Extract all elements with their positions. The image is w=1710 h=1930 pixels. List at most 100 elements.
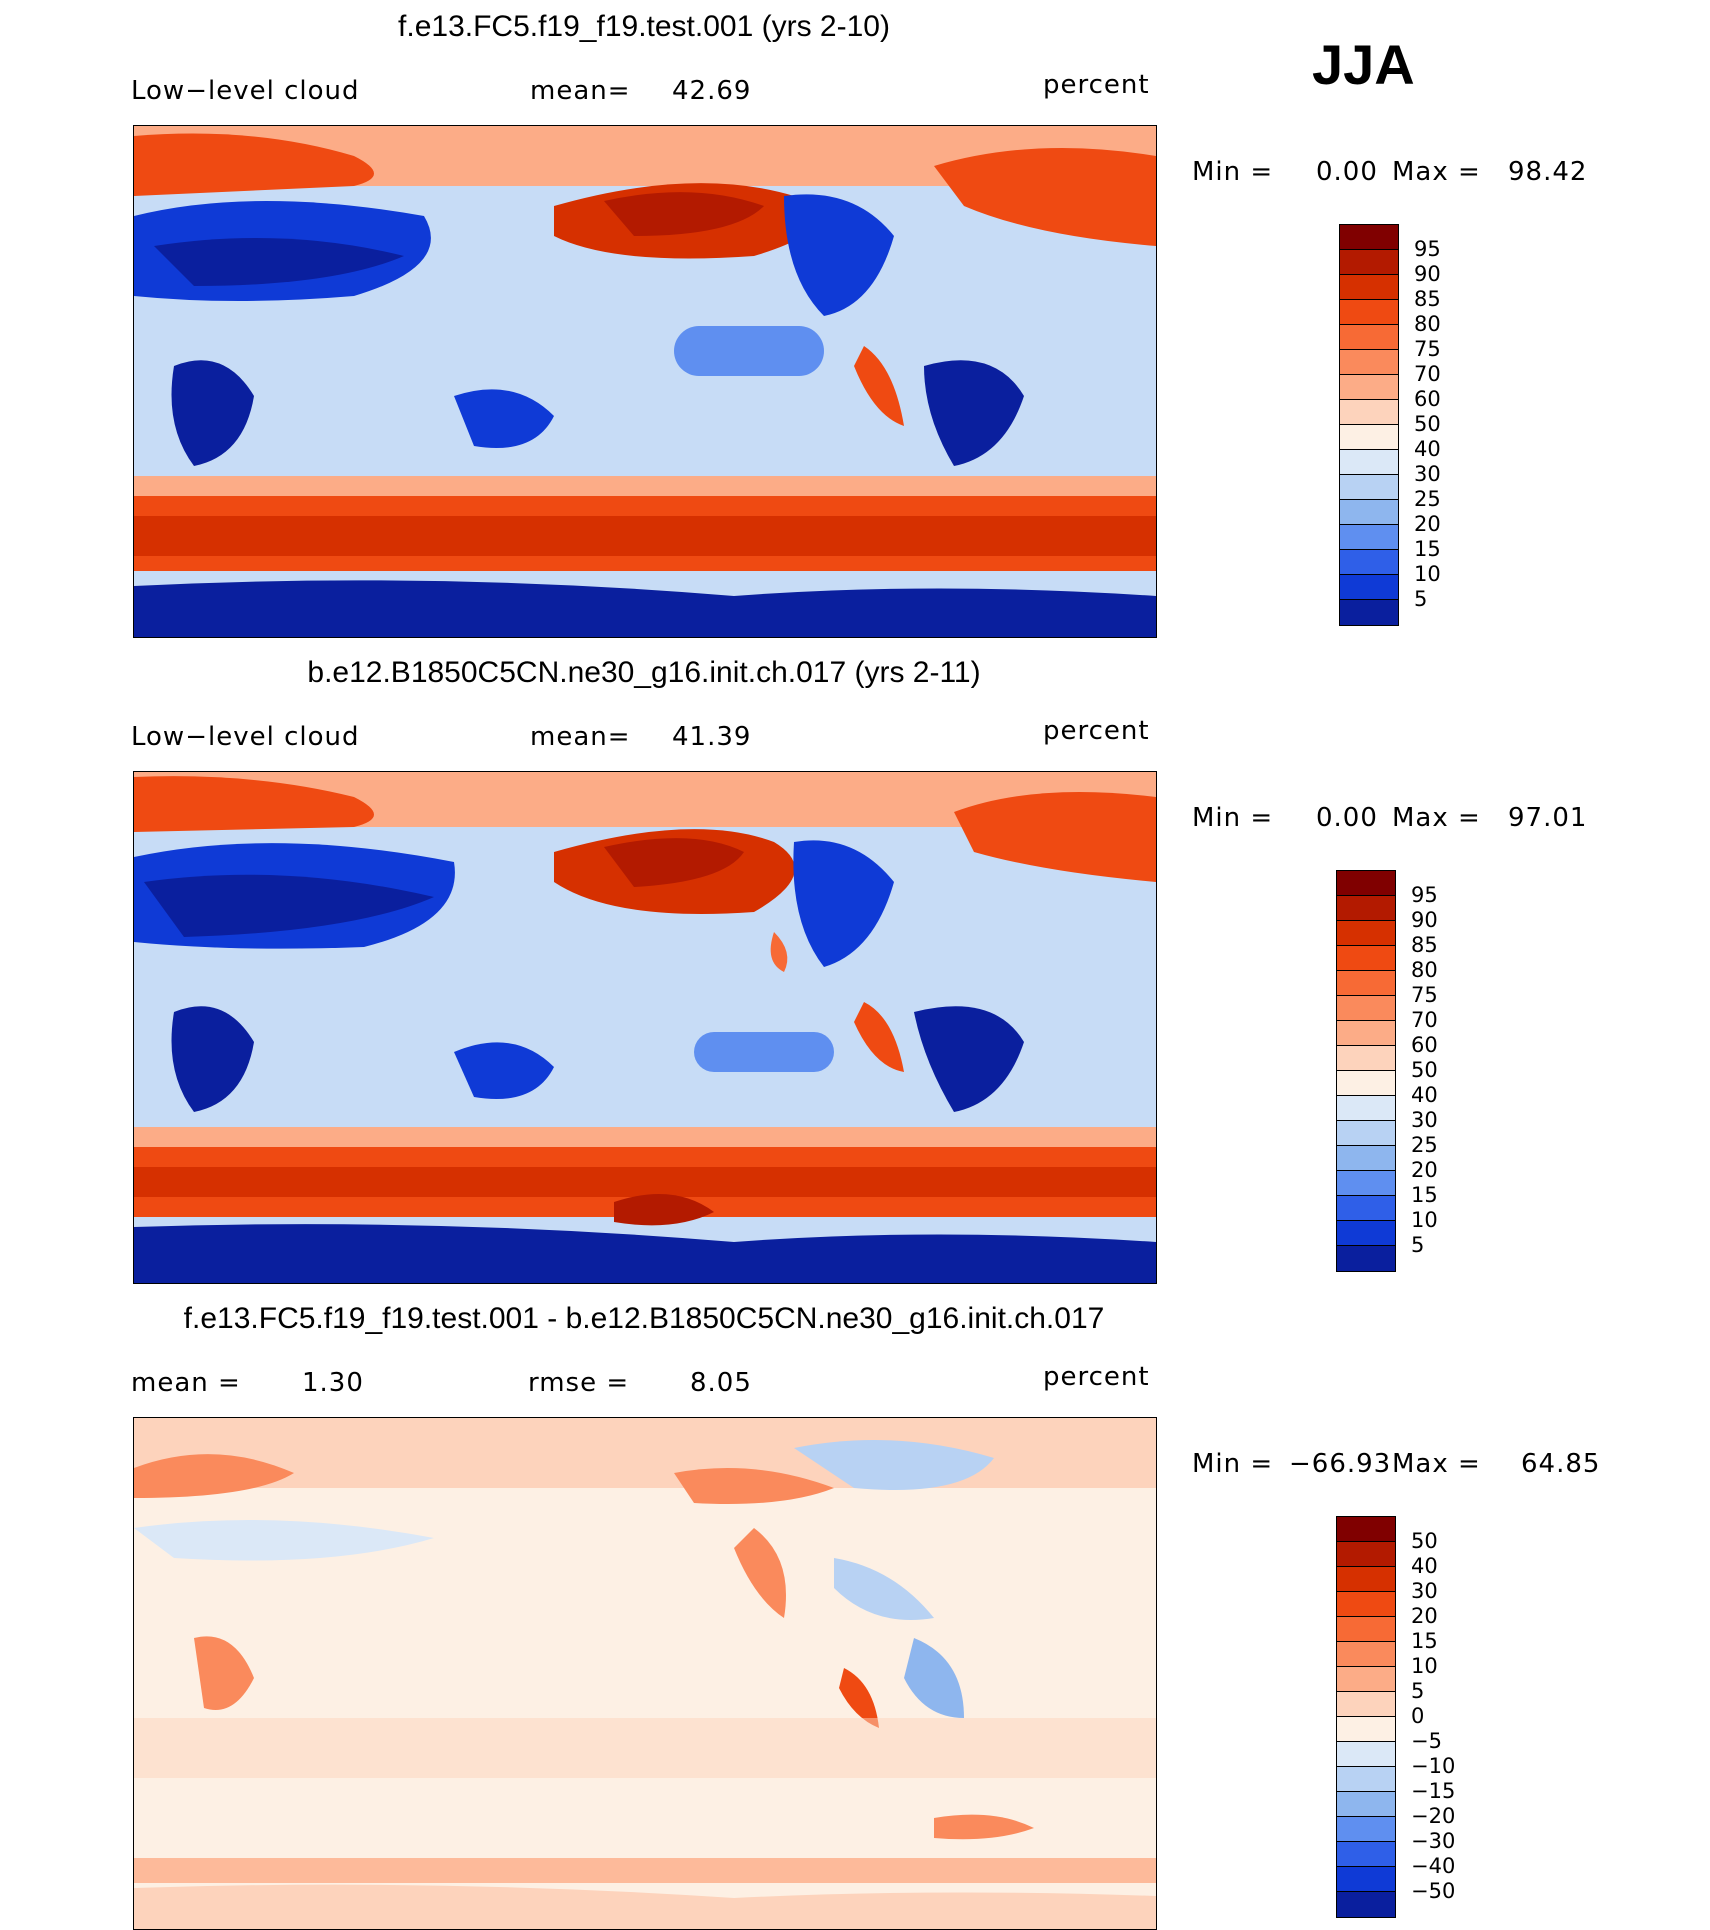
colorbar-swatch: [1337, 1742, 1395, 1767]
colorbar-swatch: [1337, 1021, 1395, 1046]
colorbar-level-label: 30: [1411, 1108, 1438, 1132]
colorbar-level-label: 10: [1411, 1654, 1438, 1678]
panel3-colorbar: [1336, 1516, 1396, 1918]
colorbar-swatch: [1337, 1071, 1395, 1096]
colorbar-level-label: 25: [1414, 487, 1441, 511]
colorbar-swatch: [1340, 350, 1398, 375]
colorbar-level-label: 40: [1414, 437, 1441, 461]
colorbar-swatch: [1340, 575, 1398, 600]
panel2-min-value: 0.00: [1316, 803, 1378, 833]
colorbar-swatch: [1340, 400, 1398, 425]
colorbar-level-label: 10: [1411, 1208, 1438, 1232]
colorbar-swatch: [1337, 1617, 1395, 1642]
panel3-min-label: Min =: [1192, 1449, 1274, 1479]
colorbar-level-label: 75: [1414, 337, 1441, 361]
panel2-mean-label: mean=: [530, 722, 631, 752]
colorbar-swatch: [1337, 896, 1395, 921]
panel3-mean-value: 1.30: [302, 1368, 364, 1398]
panel3-map: [133, 1417, 1157, 1930]
panel3-min-value: −66.93: [1289, 1449, 1392, 1479]
panel2-colorbar: [1336, 870, 1396, 1272]
colorbar-level-label: 50: [1411, 1058, 1438, 1082]
colorbar-level-label: 40: [1411, 1083, 1438, 1107]
colorbar-swatch: [1337, 1146, 1395, 1171]
colorbar-level-label: 20: [1414, 512, 1441, 536]
panel3-max-value: 64.85: [1521, 1449, 1601, 1479]
colorbar-level-label: 10: [1414, 562, 1441, 586]
colorbar-level-label: 60: [1414, 387, 1441, 411]
colorbar-swatch: [1340, 250, 1398, 275]
panel2-units: percent: [1043, 716, 1150, 746]
panel1-min-label: Min =: [1192, 157, 1274, 187]
colorbar-swatch: [1340, 300, 1398, 325]
panel1-max-value: 98.42: [1508, 157, 1588, 187]
colorbar-level-label: 95: [1411, 883, 1438, 907]
colorbar-swatch: [1337, 1171, 1395, 1196]
colorbar-level-label: −20: [1411, 1804, 1456, 1828]
colorbar-swatch: [1337, 1121, 1395, 1146]
colorbar-swatch: [1337, 871, 1395, 896]
colorbar-level-label: −30: [1411, 1829, 1456, 1853]
colorbar-level-label: −5: [1411, 1729, 1442, 1753]
panel1-variable-label: Low−level cloud: [131, 76, 360, 106]
colorbar-swatch: [1340, 475, 1398, 500]
colorbar-level-label: 85: [1411, 933, 1438, 957]
colorbar-swatch: [1340, 275, 1398, 300]
colorbar-swatch: [1337, 1196, 1395, 1221]
colorbar-swatch: [1337, 1692, 1395, 1717]
colorbar-swatch: [1337, 1246, 1395, 1271]
panel2-mean-value: 41.39: [672, 722, 752, 752]
panel2-variable-label: Low−level cloud: [131, 722, 360, 752]
colorbar-swatch: [1337, 1892, 1395, 1917]
panel3-mean-label: mean =: [131, 1368, 241, 1398]
colorbar-swatch: [1340, 425, 1398, 450]
panel1-colorbar: [1339, 224, 1399, 626]
colorbar-swatch: [1340, 450, 1398, 475]
panel2-max-value: 97.01: [1508, 803, 1588, 833]
colorbar-swatch: [1337, 1842, 1395, 1867]
colorbar-swatch: [1340, 550, 1398, 575]
colorbar-level-label: −10: [1411, 1754, 1456, 1778]
colorbar-swatch: [1340, 500, 1398, 525]
colorbar-swatch: [1337, 1221, 1395, 1246]
colorbar-level-label: 5: [1411, 1233, 1425, 1257]
panel1-title: f.e13.FC5.f19_f19.test.001 (yrs 2-10): [398, 10, 890, 43]
colorbar-swatch: [1337, 1867, 1395, 1892]
panel1-min-value: 0.00: [1316, 157, 1378, 187]
colorbar-swatch: [1337, 1567, 1395, 1592]
colorbar-level-label: −50: [1411, 1879, 1456, 1903]
colorbar-level-label: 50: [1411, 1529, 1438, 1553]
colorbar-swatch: [1337, 1517, 1395, 1542]
colorbar-level-label: 5: [1411, 1679, 1425, 1703]
colorbar-swatch: [1337, 1592, 1395, 1617]
colorbar-level-label: 80: [1411, 958, 1438, 982]
colorbar-swatch: [1340, 325, 1398, 350]
panel2-map: [133, 771, 1157, 1284]
colorbar-level-label: 15: [1411, 1183, 1438, 1207]
colorbar-level-label: 20: [1411, 1604, 1438, 1628]
colorbar-level-label: 30: [1414, 462, 1441, 486]
colorbar-level-label: 15: [1411, 1629, 1438, 1653]
colorbar-swatch: [1340, 225, 1398, 250]
panel1-map-field: [134, 126, 1156, 637]
panel3-max-label: Max =: [1392, 1449, 1481, 1479]
colorbar-swatch: [1337, 1542, 1395, 1567]
colorbar-level-label: 80: [1414, 312, 1441, 336]
panel1-mean-value: 42.69: [672, 76, 752, 106]
panel2-max-label: Max =: [1392, 803, 1481, 833]
panel3-rmse-value: 8.05: [690, 1368, 752, 1398]
panel2-map-field: [134, 772, 1156, 1283]
colorbar-swatch: [1337, 971, 1395, 996]
panel1-map: [133, 125, 1157, 638]
colorbar-level-label: 75: [1411, 983, 1438, 1007]
panel3-map-field: [134, 1418, 1156, 1929]
colorbar-level-label: 95: [1414, 237, 1441, 261]
colorbar-swatch: [1337, 1096, 1395, 1121]
colorbar-swatch: [1337, 921, 1395, 946]
colorbar-swatch: [1337, 1767, 1395, 1792]
colorbar-level-label: 5: [1414, 587, 1428, 611]
colorbar-swatch: [1340, 600, 1398, 625]
colorbar-level-label: 25: [1411, 1133, 1438, 1157]
colorbar-level-label: 70: [1411, 1008, 1438, 1032]
colorbar-swatch: [1340, 525, 1398, 550]
